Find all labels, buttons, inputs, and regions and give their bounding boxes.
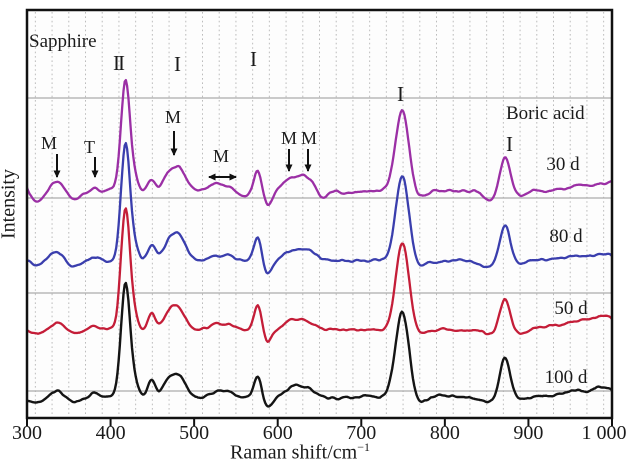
marker-M-336: M (41, 133, 58, 153)
x-tick-label-300: 300 (12, 422, 42, 444)
x-tick-label-800: 800 (429, 422, 460, 444)
marker-T-381: T (84, 137, 95, 157)
spectrum-trace-50-d (27, 207, 612, 343)
series-label-80-d: 80 d (549, 226, 583, 247)
marker-M-535: M (213, 146, 230, 166)
peak-label-I-480: I (174, 52, 181, 76)
marker-M-634: M (301, 128, 318, 148)
series-label-50-d: 50 d (554, 298, 588, 319)
x-axis-title-exponent: −1 (357, 440, 370, 454)
spectrum-trace-30-d (27, 78, 612, 207)
sapphire-label: Sapphire (29, 31, 97, 52)
peak-label-I-576: I (250, 47, 257, 71)
peak-label-I-749: I (397, 82, 404, 106)
x-tick-label-600: 600 (262, 422, 293, 444)
marker-M-480: M (165, 107, 182, 127)
x-axis-title: Raman shift/cm−1 (230, 441, 370, 464)
spectrum-trace-80-d (27, 141, 612, 275)
x-tick-label-400: 400 (95, 422, 126, 444)
x-tick-label-900: 900 (513, 422, 544, 444)
x-tick-label-500: 500 (179, 422, 210, 444)
series-label-100-d: 100 d (544, 367, 588, 388)
x-tick-label-700: 700 (346, 422, 377, 444)
peak-label-II-418: II (113, 51, 125, 75)
x-tick-label-1000: 1 000 (581, 422, 627, 444)
boric-acid-label: Boric acid (506, 103, 585, 124)
peak-label-I-872: I (506, 132, 513, 156)
y-axis-title: Intensity (0, 169, 20, 239)
x-axis-title-text: Raman shift/cm (230, 441, 358, 464)
marker-M-616: M (281, 128, 298, 148)
spectrum-trace-100-d (27, 281, 612, 408)
series-label-30-d: 30 d (546, 154, 580, 175)
